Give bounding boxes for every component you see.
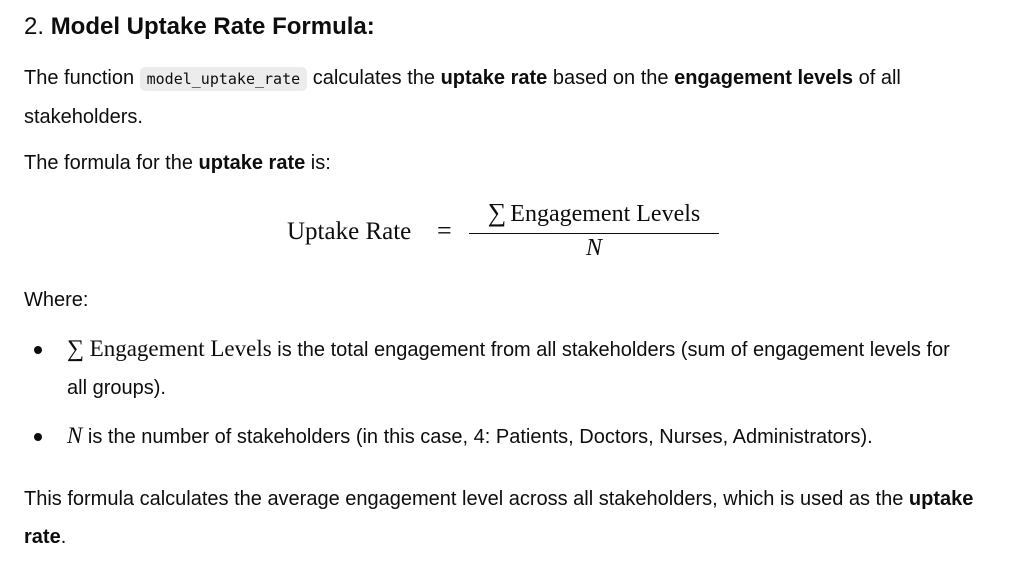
formula-intro-paragraph: The formula for the uptake rate is: — [24, 144, 331, 182]
section-number: 2. — [24, 13, 45, 40]
intro-paragraph: The function model_uptake_rate calculate… — [24, 59, 984, 136]
sigma-symbol: ∑ — [487, 198, 507, 227]
formula-lhs: Uptake Rate — [287, 218, 412, 245]
formula-intro-bold: uptake rate — [198, 152, 306, 174]
uptake-rate-formula: Uptake Rate = ∑ Engagement Levels N — [287, 198, 727, 268]
section-heading: 2. Model Uptake Rate Formula: — [24, 12, 375, 42]
formula-denominator: N — [585, 235, 602, 261]
formula-intro-suffix: is: — [305, 152, 331, 174]
conclusion-suffix: . — [60, 526, 67, 548]
intro-text-2: based on the — [547, 67, 675, 89]
formula-numerator: ∑ Engagement Levels — [469, 198, 719, 228]
intro-prefix: The function — [24, 67, 140, 89]
section-title: Model Uptake Rate Formula: — [50, 13, 375, 40]
intro-bold-engagement-levels: engagement levels — [674, 67, 854, 89]
formula-equals: = — [437, 216, 452, 245]
intro-suffix: of all stakeholders. — [24, 67, 901, 128]
conclusion-paragraph: This formula calculates the average enga… — [24, 480, 984, 556]
math-n: N — [67, 423, 83, 448]
list-item-text: N is the number of stakeholders (in this… — [67, 417, 967, 456]
intro-bold-uptake-rate: uptake rate — [440, 67, 548, 89]
bullet-dot — [34, 433, 42, 441]
math-engagement-levels: Engagement Levels — [89, 336, 272, 361]
list-item-text: ∑ Engagement Levels is the total engagem… — [67, 330, 967, 407]
function-name-code: model_uptake_rate — [139, 67, 308, 91]
fraction-bar — [469, 233, 719, 234]
where-label: Where: — [24, 289, 89, 311]
sigma-symbol: ∑ — [67, 336, 85, 362]
bullet-dot — [34, 346, 42, 354]
formula-intro-prefix: The formula for the — [24, 152, 199, 174]
intro-text-1: calculates the — [307, 67, 441, 89]
numerator-text: Engagement Levels — [510, 201, 701, 227]
conclusion-text: This formula calculates the average enga… — [24, 488, 909, 510]
bullet-description: is the number of stakeholders (in this c… — [82, 426, 873, 448]
bullet-description: is the total engagement from all stakeho… — [67, 339, 950, 399]
conclusion-bold-uptake-rate: uptake rate — [24, 488, 974, 548]
